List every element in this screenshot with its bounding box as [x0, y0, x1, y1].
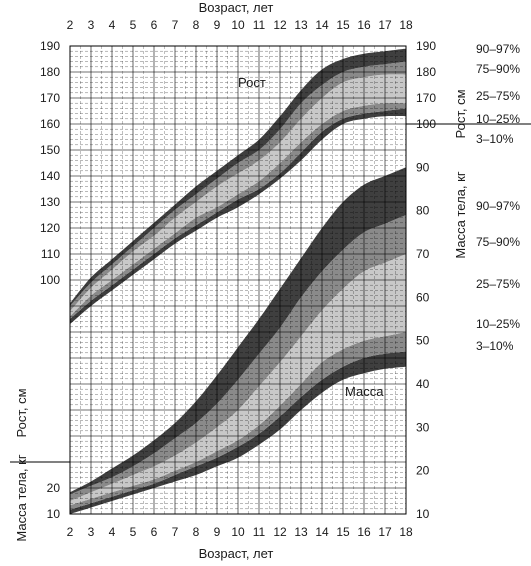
x-tick-label-bottom: 9 [214, 525, 221, 539]
height-pct-label: 75–90% [476, 62, 520, 76]
height-pct-label: 90–97% [476, 42, 520, 56]
weight-series-label: Масса [345, 384, 384, 399]
x-tick-label-bottom: 11 [253, 525, 266, 539]
x-tick-label-top: 14 [315, 18, 329, 32]
right-lower-tick-label: 50 [416, 334, 430, 348]
top-axis-title: Возраст, лет [199, 0, 274, 15]
x-tick-label-top: 5 [130, 18, 137, 32]
x-tick-label-top: 13 [294, 18, 308, 32]
x-tick-label-top: 16 [357, 18, 371, 32]
weight-pct-label: 3–10% [476, 339, 514, 353]
right-lower-tick-label: 40 [416, 377, 430, 391]
x-tick-label-top: 15 [336, 18, 350, 32]
right-lower-tick-label: 70 [416, 247, 430, 261]
left-upper-tick-label: 190 [40, 39, 60, 53]
left-upper-tick-label: 130 [40, 195, 60, 209]
x-tick-label-bottom: 8 [193, 525, 200, 539]
grid-layer [69, 45, 407, 515]
right-lower-tick-label: 100 [416, 117, 436, 131]
height-pct-label: 3–10% [476, 132, 514, 146]
left-upper-axis-title: Рост, см [14, 388, 29, 437]
right-upper-axis-title: Рост, см [453, 89, 468, 138]
x-tick-label-bottom: 14 [315, 525, 329, 539]
x-tick-label-bottom: 2 [67, 525, 74, 539]
x-tick-label-bottom: 13 [294, 525, 308, 539]
right-lower-axis-title: Масса тела, кг [453, 171, 468, 258]
x-tick-label-top: 11 [253, 18, 266, 32]
left-lower-axis-title: Масса тела, кг [14, 454, 29, 541]
left-lower-tick-label: 10 [47, 507, 61, 521]
left-upper-tick-label: 110 [41, 247, 60, 261]
x-tick-label-top: 3 [88, 18, 95, 32]
x-tick-label-top: 18 [399, 18, 413, 32]
weight-pct-label: 90–97% [476, 199, 520, 213]
x-tick-label-top: 12 [273, 18, 287, 32]
right-lower-tick-label: 10 [416, 507, 430, 521]
x-tick-label-bottom: 18 [399, 525, 413, 539]
x-tick-label-top: 8 [193, 18, 200, 32]
left-upper-tick-label: 180 [40, 65, 60, 79]
weight-pct-label: 10–25% [476, 317, 520, 331]
x-tick-label-bottom: 3 [88, 525, 95, 539]
x-tick-label-bottom: 6 [151, 525, 158, 539]
x-tick-label-bottom: 15 [336, 525, 350, 539]
x-tick-label-bottom: 7 [172, 525, 179, 539]
frame-layer [10, 45, 531, 515]
left-upper-tick-label: 140 [40, 169, 60, 183]
bottom-axis-title: Возраст, лет [199, 546, 274, 561]
left-upper-tick-label: 150 [40, 143, 60, 157]
x-tick-label-bottom: 5 [130, 525, 137, 539]
x-tick-label-top: 6 [151, 18, 158, 32]
height-series-label: Рост [238, 75, 266, 90]
right-lower-tick-label: 80 [416, 204, 430, 218]
plot-frame [69, 45, 407, 515]
x-tick-label-top: 4 [109, 18, 116, 32]
right-lower-tick-label: 30 [416, 420, 430, 434]
left-upper-tick-label: 160 [40, 117, 60, 131]
height-pct-label: 10–25% [476, 112, 520, 126]
x-tick-label-top: 9 [214, 18, 221, 32]
right-lower-tick-label: 60 [416, 290, 430, 304]
height-band-25-75 [70, 74, 406, 317]
x-tick-label-bottom: 4 [109, 525, 116, 539]
x-tick-label-top: 2 [67, 18, 74, 32]
x-tick-label-bottom: 12 [273, 525, 287, 539]
x-tick-label-top: 7 [172, 18, 179, 32]
x-tick-label-top: 17 [378, 18, 392, 32]
left-upper-tick-label: 120 [40, 221, 60, 235]
left-lower-tick-label: 20 [47, 481, 61, 495]
weight-pct-label: 25–75% [476, 277, 520, 291]
right-lower-tick-label: 90 [416, 160, 430, 174]
x-tick-label-bottom: 17 [378, 525, 392, 539]
right-lower-tick-label: 20 [416, 464, 430, 478]
tick-layer: 2233445566778899101011111212131314141515… [40, 18, 436, 539]
x-tick-label-bottom: 10 [231, 525, 245, 539]
left-upper-tick-label: 100 [40, 273, 60, 287]
right-upper-tick-label: 190 [416, 39, 436, 53]
right-upper-tick-label: 170 [416, 91, 436, 105]
x-tick-label-top: 10 [231, 18, 245, 32]
x-tick-label-bottom: 16 [357, 525, 371, 539]
right-upper-tick-label: 180 [416, 65, 436, 79]
height-pct-label: 25–75% [476, 89, 520, 103]
left-upper-tick-label: 170 [40, 91, 60, 105]
weight-pct-label: 75–90% [476, 235, 520, 249]
